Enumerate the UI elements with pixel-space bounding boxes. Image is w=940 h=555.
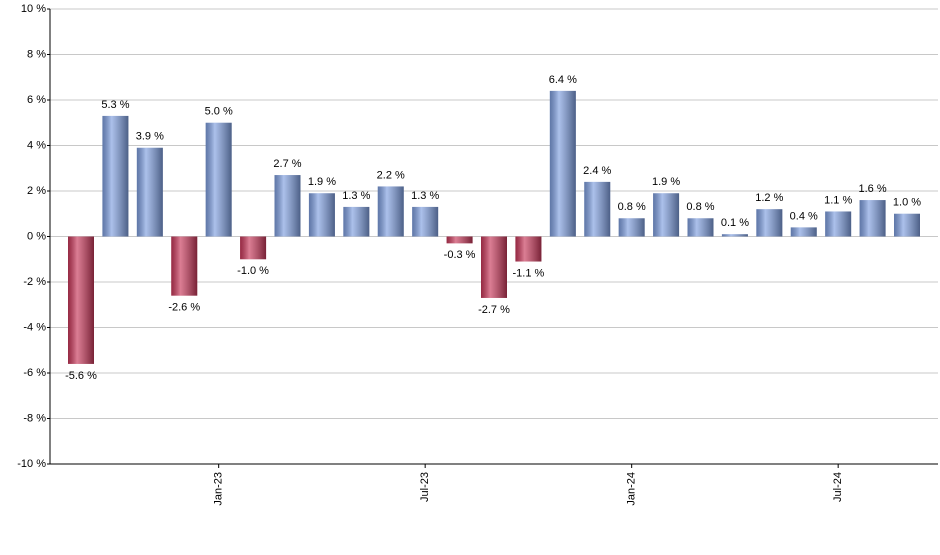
value-label: -1.1 % xyxy=(513,267,545,279)
value-label: 2.7 % xyxy=(273,158,301,170)
y-tick-label: -10 % xyxy=(17,458,46,470)
bar-shade xyxy=(240,236,267,260)
y-tick-label: 0 % xyxy=(27,230,46,242)
bar-shade xyxy=(412,206,439,237)
bar-shade xyxy=(756,209,783,237)
y-tick-label: 10 % xyxy=(21,3,46,15)
bar-shade xyxy=(343,206,370,237)
bar-shade xyxy=(790,227,817,237)
value-label: 5.0 % xyxy=(205,106,233,118)
y-tick-label: -2 % xyxy=(23,276,46,288)
bar-shade xyxy=(687,218,714,237)
value-label: 6.4 % xyxy=(549,74,577,86)
value-label: 0.4 % xyxy=(790,210,818,222)
y-tick-label: 6 % xyxy=(27,94,46,106)
bar-shade xyxy=(721,234,748,237)
x-tick-label: Jul-24 xyxy=(832,472,844,502)
bar-shade xyxy=(515,236,542,262)
bar-shade xyxy=(68,236,94,364)
y-tick-label: -6 % xyxy=(23,367,46,379)
y-tick-label: 2 % xyxy=(27,185,46,197)
bar-shade xyxy=(102,115,129,237)
x-tick-label: Jan-23 xyxy=(213,472,225,506)
value-label: 0.8 % xyxy=(686,201,714,213)
value-label: 3.9 % xyxy=(136,131,164,143)
value-label: -0.3 % xyxy=(444,249,476,261)
value-label: -2.6 % xyxy=(168,302,200,314)
bar-shade xyxy=(205,122,232,237)
bar-shade xyxy=(859,200,886,237)
bar-shade xyxy=(549,90,576,237)
y-tick-label: 4 % xyxy=(27,139,46,151)
value-label: 5.3 % xyxy=(101,99,129,111)
bar-shade xyxy=(274,175,301,237)
y-tick-label: 8 % xyxy=(27,48,46,60)
value-label: 1.2 % xyxy=(755,192,783,204)
value-label: 1.0 % xyxy=(893,197,921,209)
bar-shade xyxy=(653,193,680,237)
bar-shade xyxy=(171,236,198,296)
value-label: 1.3 % xyxy=(411,190,439,202)
y-tick-label: -4 % xyxy=(23,321,46,333)
bar-shade xyxy=(894,213,920,237)
value-label: 0.1 % xyxy=(721,217,749,229)
value-label: 2.4 % xyxy=(583,165,611,177)
bar-shade xyxy=(308,193,335,237)
y-tick-label: -8 % xyxy=(23,412,46,424)
value-label: 0.8 % xyxy=(618,201,646,213)
bar-shade xyxy=(584,181,611,237)
value-label: 1.9 % xyxy=(652,176,680,188)
bar-shade xyxy=(377,186,404,237)
value-label: 1.6 % xyxy=(859,183,887,195)
bar-shade xyxy=(825,211,852,237)
x-tick-label: Jul-23 xyxy=(419,472,431,502)
value-label: 1.9 % xyxy=(308,176,336,188)
value-label: 2.2 % xyxy=(377,169,405,181)
bar-shade xyxy=(618,218,645,237)
value-label: 1.3 % xyxy=(342,190,370,202)
value-label: -5.6 % xyxy=(65,370,97,382)
bar-shade xyxy=(136,147,163,237)
value-label: -1.0 % xyxy=(237,265,269,277)
bar-shade xyxy=(446,236,473,244)
bar-shade xyxy=(481,236,507,298)
x-tick-label: Jan-24 xyxy=(626,472,638,506)
value-label: 1.1 % xyxy=(824,194,852,206)
value-label: -2.7 % xyxy=(478,304,510,316)
